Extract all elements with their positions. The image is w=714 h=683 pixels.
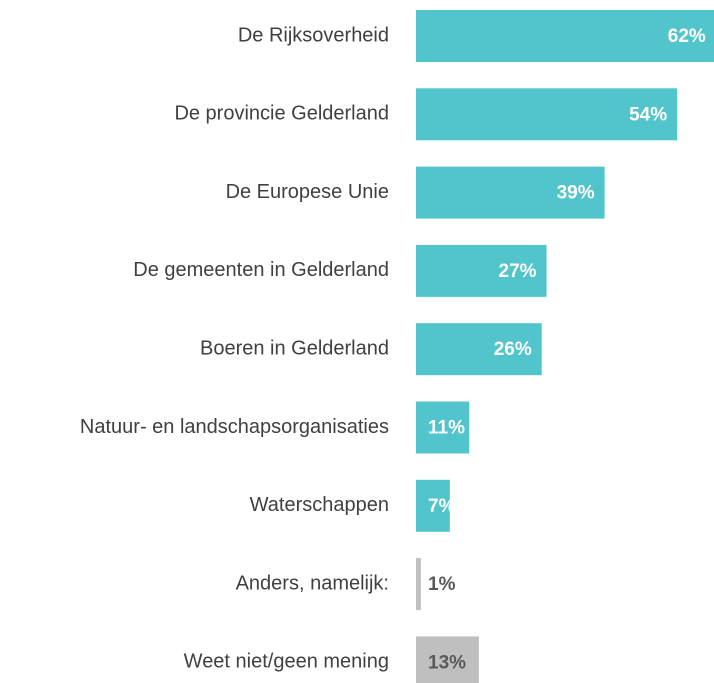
bar	[416, 323, 542, 376]
category-label: Weet niet/geen mening	[184, 651, 389, 673]
value-label: 13%	[428, 652, 466, 673]
category-label: De gemeenten in Gelderland	[133, 259, 389, 281]
value-label: 7%	[428, 496, 456, 517]
category-label: Natuur- en landschapsorganisaties	[80, 416, 389, 438]
value-label: 1%	[428, 574, 456, 595]
bar	[416, 479, 450, 532]
value-label: 11%	[428, 418, 465, 439]
value-label: 62%	[668, 26, 706, 47]
category-label: De Rijksoverheid	[238, 24, 389, 46]
bar	[416, 10, 714, 62]
category-label: Boeren in Gelderland	[200, 337, 389, 359]
value-label: 39%	[557, 183, 595, 204]
bar	[416, 88, 678, 141]
category-label: Anders, namelijk:	[236, 572, 389, 594]
value-label: 27%	[499, 261, 537, 282]
value-label: 26%	[494, 339, 532, 360]
bar	[416, 166, 605, 219]
value-label: 54%	[629, 104, 667, 125]
bar	[416, 244, 547, 297]
bar	[416, 636, 479, 683]
bar	[416, 401, 470, 454]
bar	[416, 558, 421, 611]
category-label: De provincie Gelderland	[174, 103, 389, 125]
category-label: Waterschappen	[250, 494, 389, 516]
category-label: De Europese Unie	[226, 181, 389, 203]
